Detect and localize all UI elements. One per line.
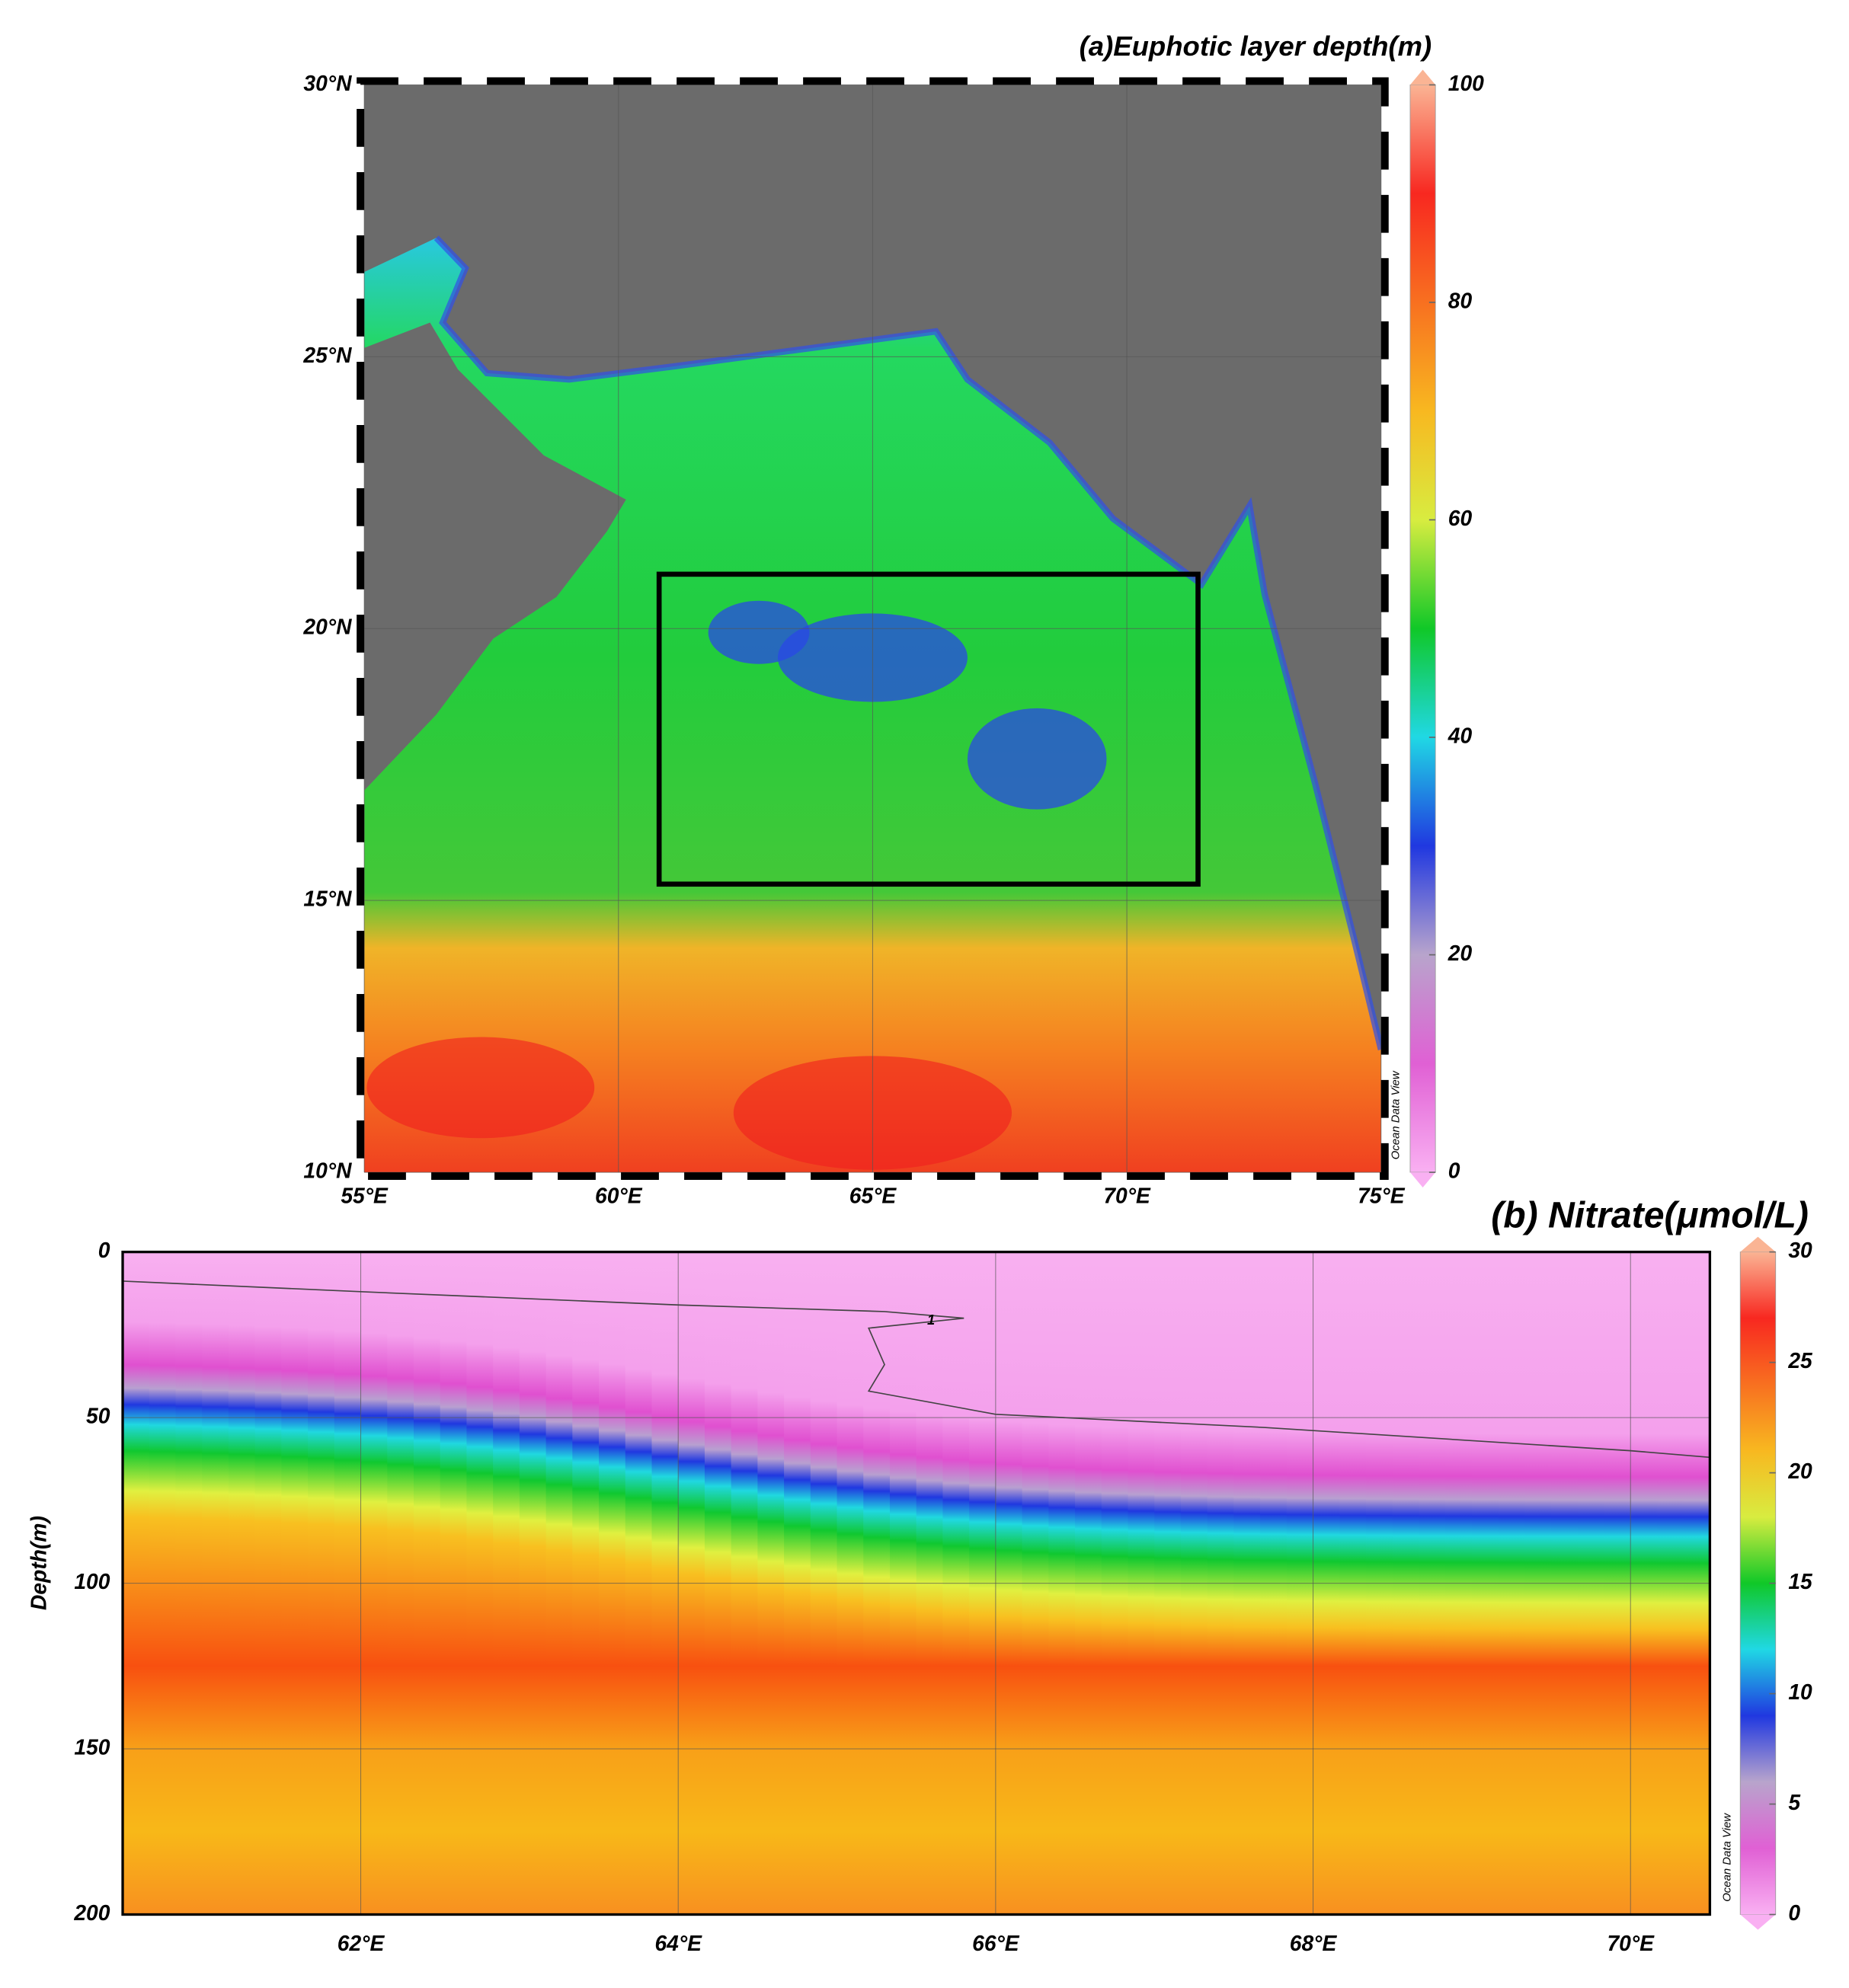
colorbar-tick-label: 100 (1448, 71, 1484, 95)
y-tick-label: 10°N (303, 1159, 352, 1183)
y-tick-label: 200 (73, 1900, 110, 1925)
x-tick-label: 55°E (341, 1184, 389, 1208)
study-box (656, 571, 1201, 887)
map-frame (357, 77, 1389, 1181)
colorbar-tick-label: 5 (1788, 1790, 1801, 1814)
x-tick-label: 68°E (1290, 1931, 1338, 1955)
colorbar-tick-label: 0 (1788, 1900, 1800, 1925)
y-tick-label: 25°N (302, 343, 352, 367)
colorbar-end (1409, 1172, 1436, 1187)
y-tick-label: 20°N (302, 615, 352, 639)
colorbar-tick-label: 15 (1788, 1569, 1813, 1593)
y-tick-label: 100 (74, 1569, 110, 1593)
y-tick-label: 50 (86, 1404, 110, 1428)
colorbar-tick-label: 25 (1787, 1348, 1813, 1373)
y-tick-label: 0 (98, 1238, 110, 1262)
y-axis-label: Depth(m) (27, 1516, 51, 1610)
colorbar-tick-label: 60 (1448, 506, 1473, 530)
colorbar-end (1740, 1914, 1776, 1930)
colorbar-tick-label: 40 (1448, 723, 1473, 747)
x-tick-label: 60°E (595, 1184, 643, 1208)
watermark: Ocean Data View (1390, 1070, 1403, 1159)
chart-title: (b) Nitrate(μmol/L) (1491, 1195, 1809, 1236)
colorbar-tick-label: 10 (1788, 1680, 1812, 1704)
colorbar-tick-label: 30 (1788, 1238, 1812, 1262)
colorbar (1409, 85, 1436, 1173)
x-tick-label: 70°E (1607, 1931, 1655, 1955)
coastal-band (433, 235, 1384, 1051)
x-tick-label: 66°E (972, 1931, 1020, 1955)
x-tick-label: 62°E (337, 1931, 385, 1955)
x-tick-label: 75°E (1358, 1184, 1406, 1208)
low-depth-patch (967, 708, 1107, 810)
y-tick-label: 15°N (303, 887, 352, 911)
x-tick-label: 65°E (849, 1184, 897, 1208)
y-tick-label: 30°N (303, 71, 352, 95)
plot-frame (121, 1250, 1712, 1916)
colorbar-tick-label: 0 (1448, 1159, 1460, 1183)
x-tick-label: 70°E (1103, 1184, 1151, 1208)
colorbar-tick-label: 80 (1448, 288, 1473, 312)
colorbar-tick-label: 20 (1448, 941, 1473, 965)
low-depth-patch (708, 600, 810, 664)
chart-title: (a)Euphotic layer depth(m) (1080, 30, 1432, 62)
high-depth-patch (366, 1037, 595, 1139)
contour-label: 1 (927, 1312, 935, 1328)
contour-line (122, 1280, 1710, 1459)
colorbar-end (1740, 1236, 1776, 1252)
watermark: Ocean Data View (1721, 1813, 1734, 1902)
colorbar-tick-label: 20 (1787, 1459, 1812, 1483)
colorbar-end (1409, 69, 1436, 85)
y-tick-label: 150 (74, 1735, 110, 1759)
x-tick-label: 64°E (654, 1931, 702, 1955)
